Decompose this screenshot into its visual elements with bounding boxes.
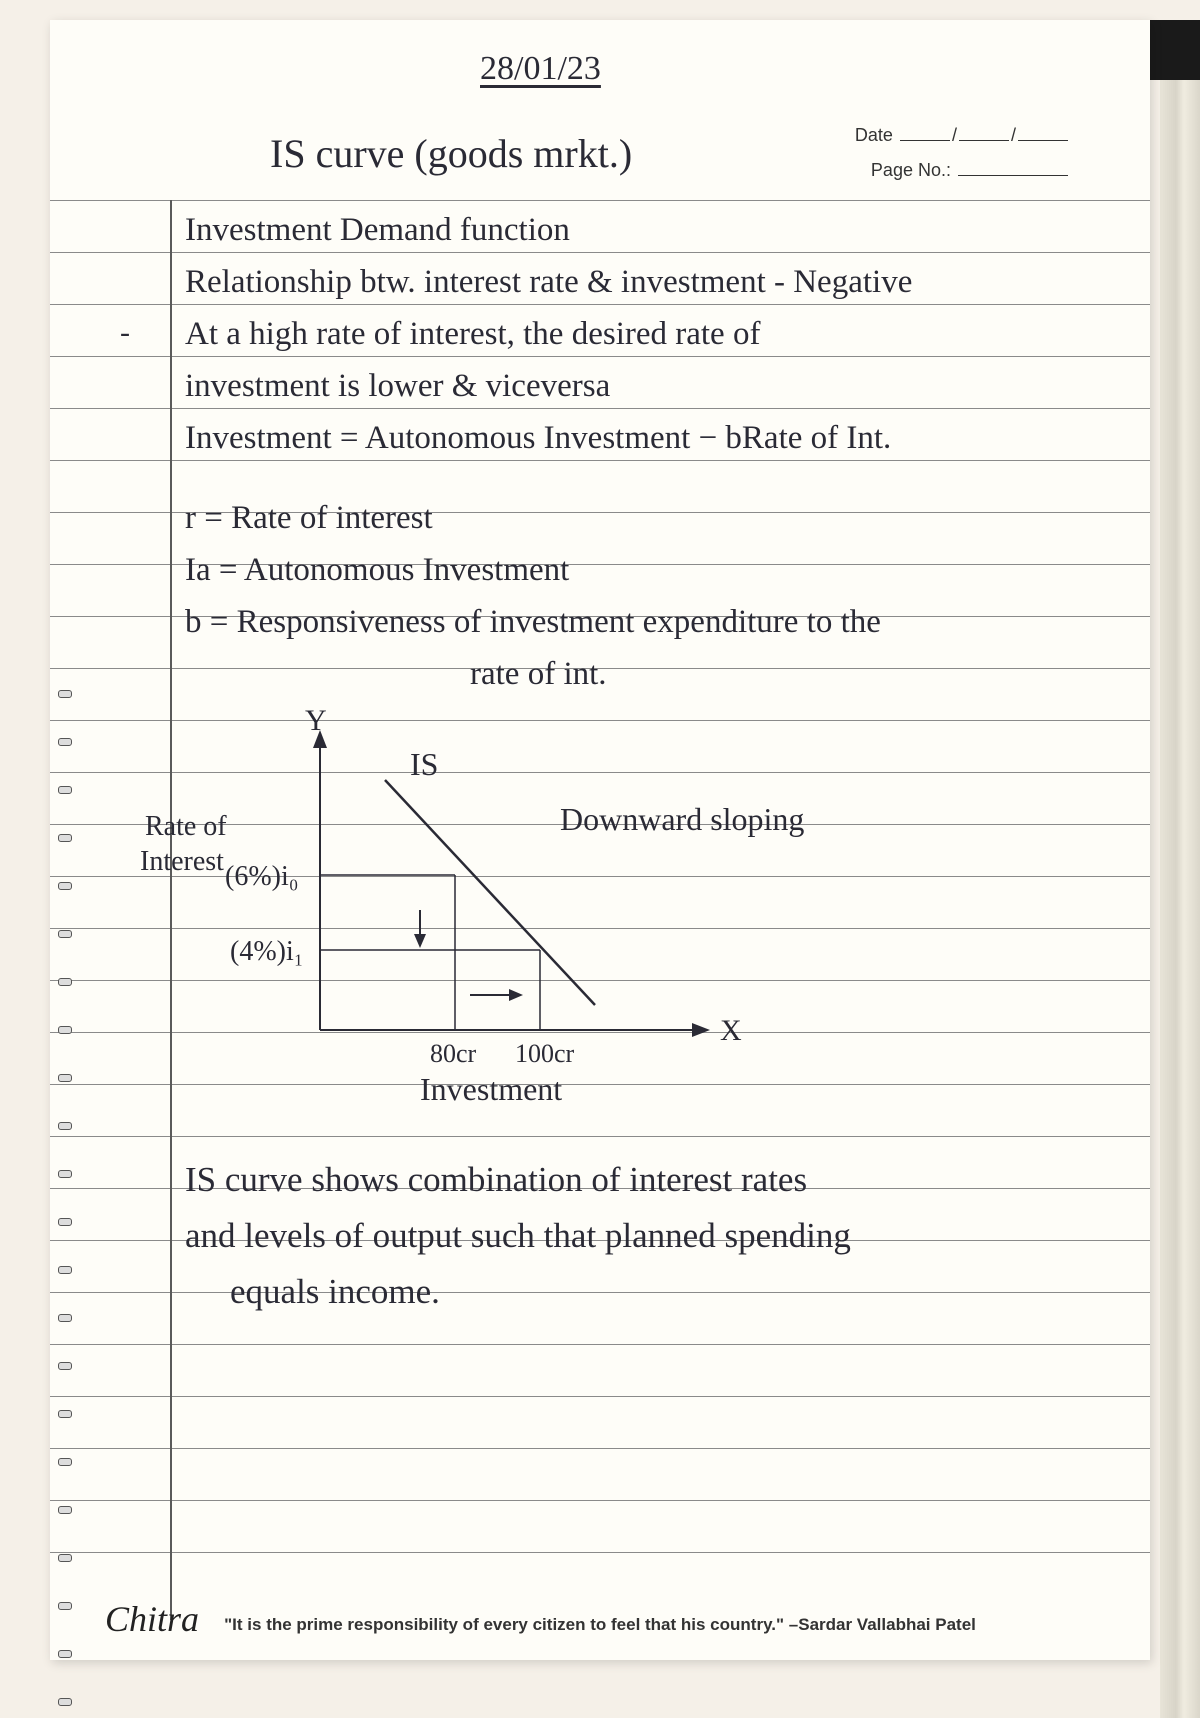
bullet-dash: - (120, 316, 130, 350)
note-line: Investment Demand function (185, 212, 570, 249)
note-line: Relationship btw. interest rate & invest… (185, 264, 912, 301)
footer-quote: "It is the prime responsibility of every… (50, 1615, 1150, 1635)
y-axis-title: Interest (140, 846, 224, 877)
graph-annotation: Downward sloping (560, 801, 804, 837)
y-tick: (6%)i₀ (225, 861, 299, 892)
y-axis-title: Rate of (145, 811, 227, 842)
date-label-text: Date (855, 125, 893, 145)
y-tick: (4%)i₁ (230, 936, 304, 967)
x-axis-title: Investment (420, 1071, 562, 1107)
conclusion-line: equals income. (230, 1272, 440, 1312)
y-axis-label: Y (305, 704, 327, 737)
x-tick: 100cr (515, 1039, 575, 1068)
x-axis-label: X (720, 1014, 742, 1047)
page-no-text: Page No.: (871, 160, 951, 180)
note-line: Investment = Autonomous Investment − bRa… (185, 420, 891, 457)
date-field-label: Date // (855, 125, 1070, 146)
is-curve-graph: Y X IS Downward sloping Rate of Interest… (120, 700, 840, 1110)
page-title: IS curve (goods mrkt.) (270, 130, 632, 177)
note-line: investment is lower & viceversa (185, 368, 610, 405)
curve-label: IS (410, 746, 438, 782)
note-line: Ia = Autonomous Investment (185, 552, 569, 589)
conclusion-line: IS curve shows combination of interest r… (185, 1160, 807, 1200)
note-line: rate of int. (470, 656, 607, 693)
note-line: At a high rate of interest, the desired … (185, 316, 760, 353)
page-no-label: Page No.: (871, 160, 1070, 181)
page-stack-edge (1160, 20, 1200, 1718)
x-tick: 80cr (430, 1039, 477, 1068)
note-line: r = Rate of interest (185, 500, 433, 537)
date-heading: 28/01/23 (480, 50, 601, 88)
note-line: b = Responsiveness of investment expendi… (185, 604, 881, 641)
notebook-page: 28/01/23 IS curve (goods mrkt.) Date // … (50, 20, 1150, 1660)
conclusion-line: and levels of output such that planned s… (185, 1216, 851, 1256)
